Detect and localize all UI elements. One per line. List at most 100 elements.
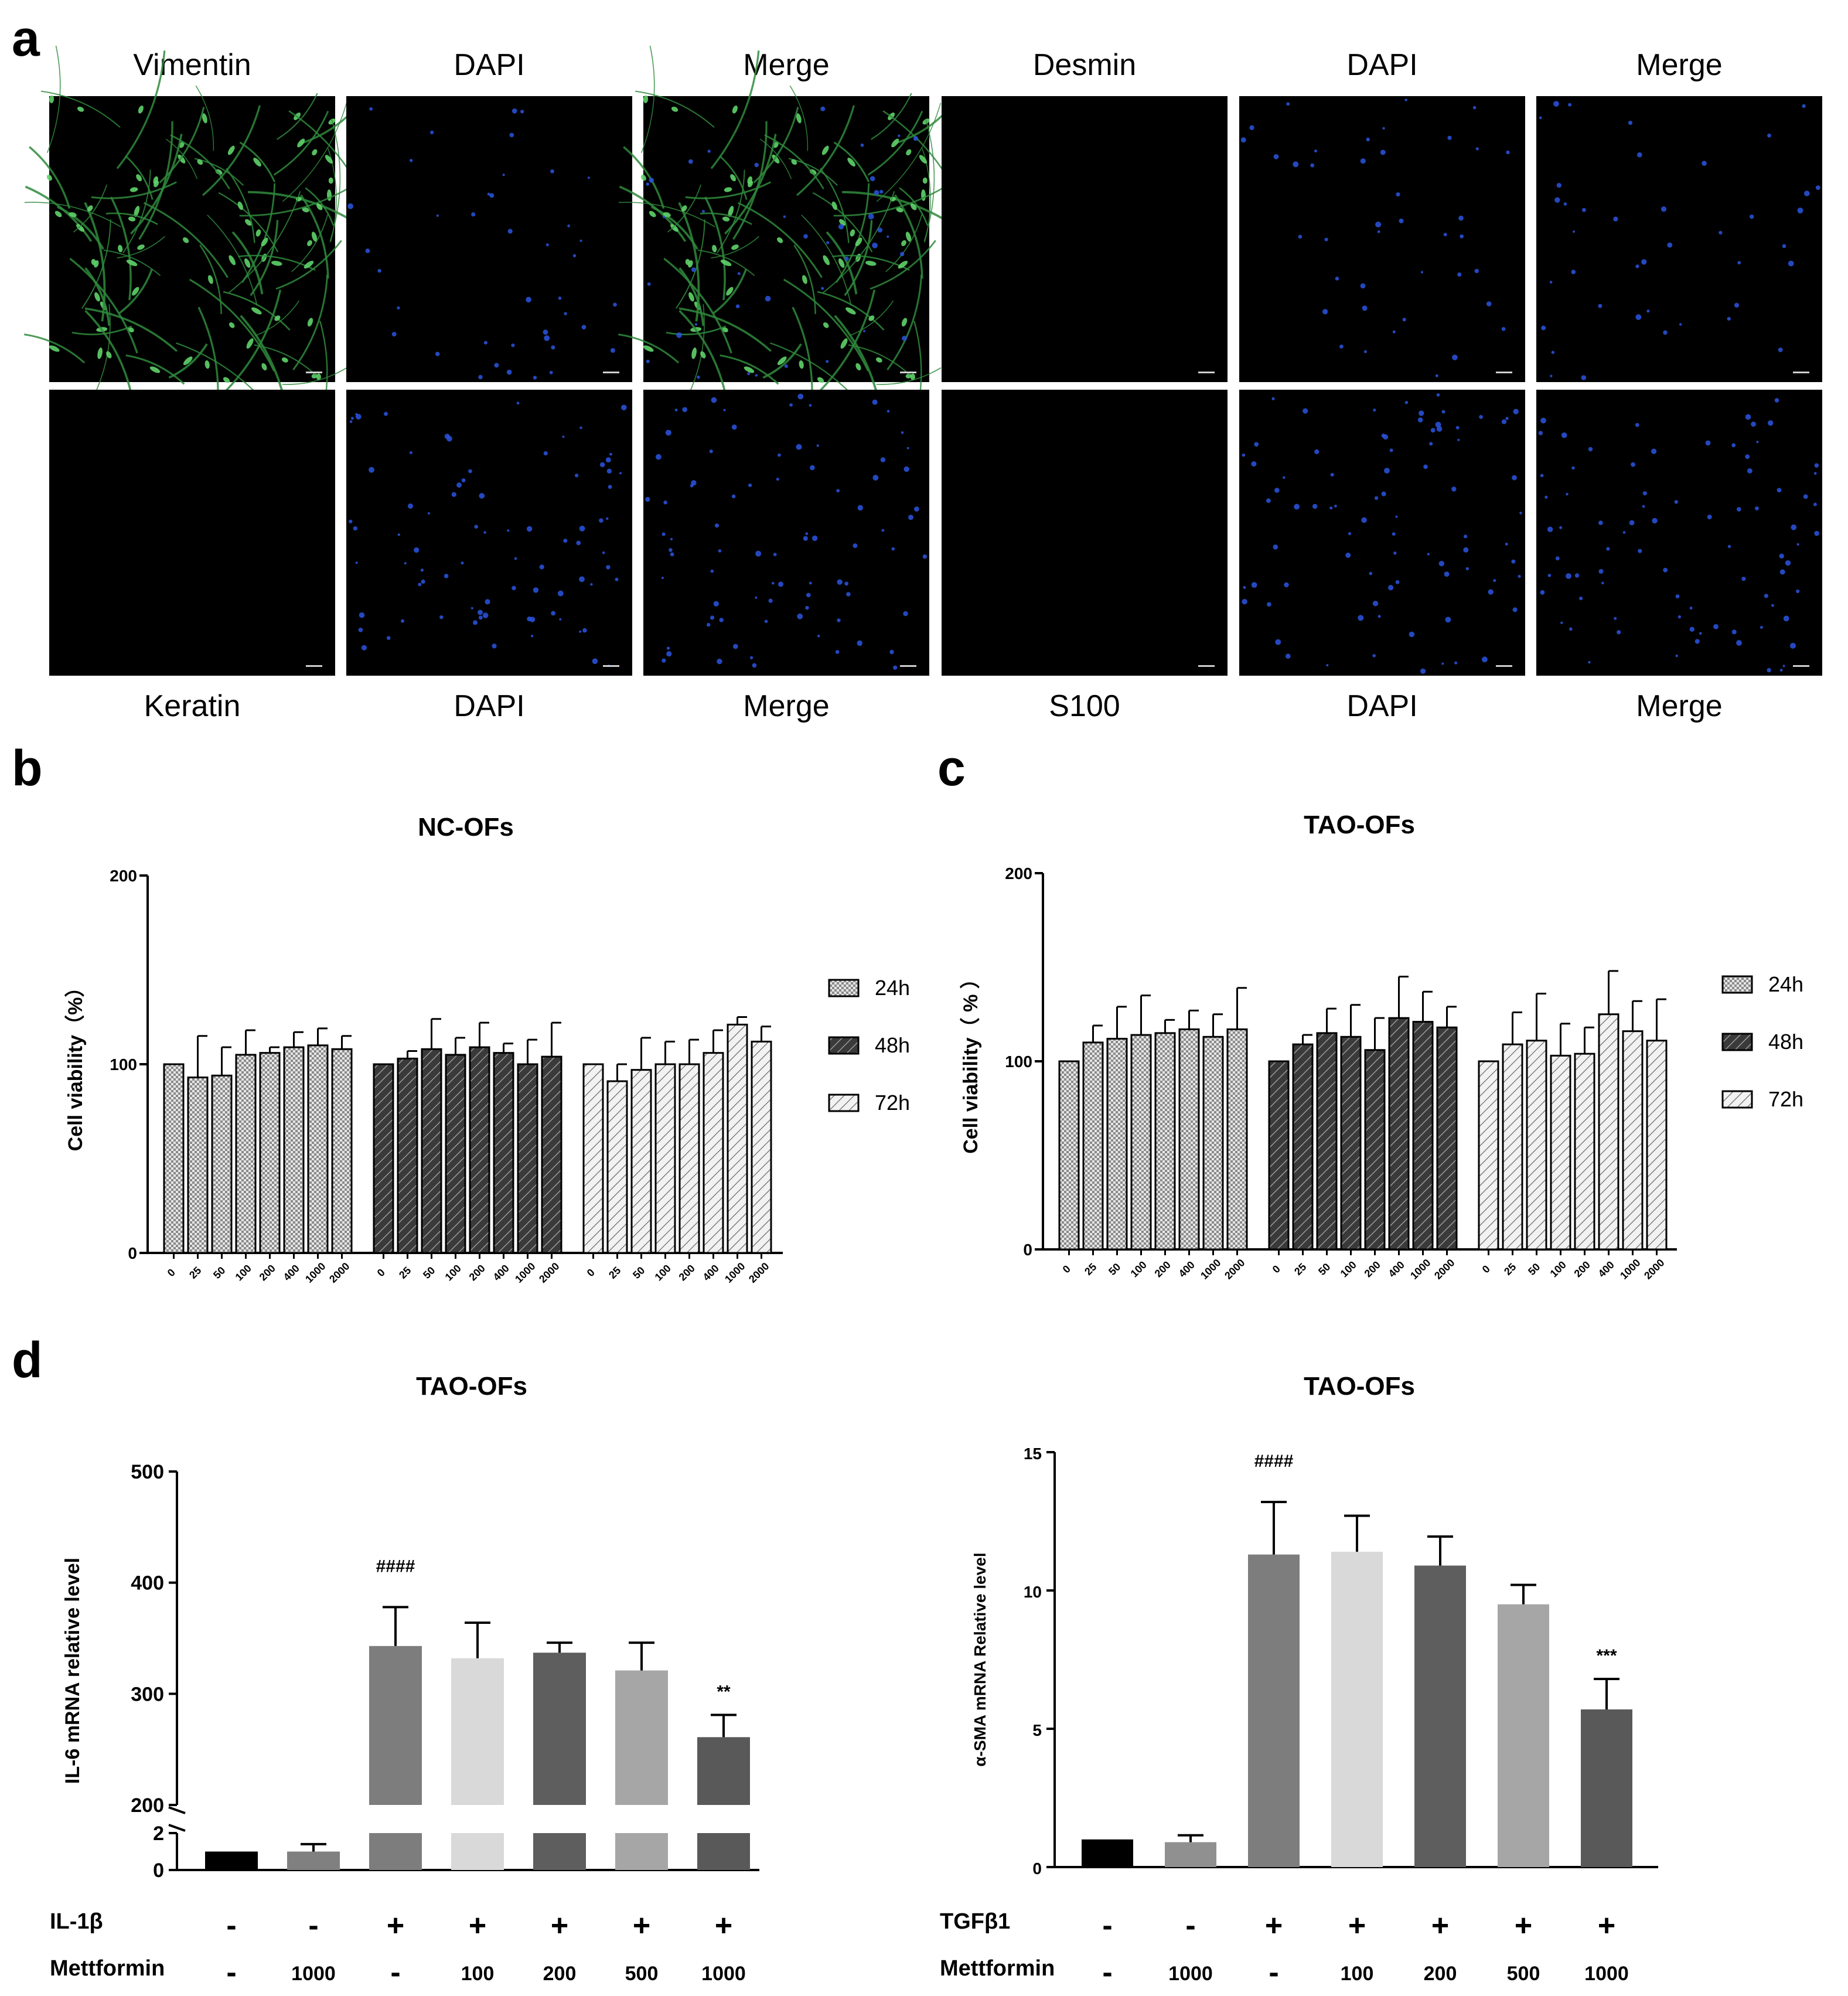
nucleus-dot — [877, 227, 883, 233]
bar-24h — [307, 1044, 329, 1254]
image-label-bottom: DAPI — [454, 689, 524, 723]
x-tick-label: 2000 — [746, 1261, 771, 1285]
nucleus-dot — [1505, 417, 1509, 420]
cell-body — [328, 177, 333, 184]
nucleus-dot — [587, 176, 590, 179]
nucleus-dot — [1637, 152, 1642, 158]
bar — [1082, 1839, 1133, 1867]
nucleus-dot — [1574, 573, 1580, 578]
nucleus-dot — [1813, 472, 1817, 475]
nucleus-dot — [1382, 127, 1385, 130]
nucleus-dot — [812, 535, 818, 541]
x-tick-label: 1000 — [1408, 1257, 1433, 1282]
x-tick-label: 1000 — [513, 1261, 537, 1285]
cell-body — [855, 363, 861, 371]
nucleus-dot — [1392, 330, 1396, 333]
nucleus-dot — [772, 581, 775, 585]
nucleus-dot — [906, 447, 909, 449]
nucleus-dot — [1559, 526, 1563, 529]
x-tick-label: 2000 — [327, 1261, 352, 1285]
nucleus-dot — [723, 408, 726, 411]
nucleus-dot — [1566, 492, 1569, 496]
cell-body — [649, 210, 656, 217]
nucleus-dot — [1641, 259, 1647, 265]
x-tick-label: 200 — [257, 1262, 278, 1283]
nucleus-dot — [1731, 443, 1736, 448]
panel-letter-b: b — [12, 740, 43, 796]
nucleus-dot — [857, 640, 862, 646]
bar-72h — [1550, 1054, 1571, 1251]
nucleus-dot — [527, 616, 532, 622]
bar-48h — [493, 1052, 514, 1254]
cell-body — [802, 275, 807, 284]
nucleus-dot — [1369, 571, 1373, 575]
nucleus-dot — [922, 554, 928, 559]
nucleus-dot — [1790, 642, 1796, 649]
nucleus-dot — [444, 434, 450, 440]
condition-value: 1000 — [1584, 1963, 1629, 1985]
nucleus-dot — [1547, 574, 1552, 577]
nucleus-dot — [1750, 214, 1754, 219]
condition-value: + — [1348, 1909, 1366, 1943]
bottom-image-labels: Keratin DAPI Merge S100 DAPI Merge — [144, 689, 1723, 723]
nucleus-dot — [377, 268, 381, 273]
bar-72h — [1622, 1030, 1644, 1251]
chart-title: TAO-OFs — [416, 1372, 527, 1401]
nucleus-dot — [857, 505, 864, 511]
nucleus-dot — [805, 532, 809, 536]
bar-24h — [1082, 1041, 1104, 1251]
nucleus-dot — [1326, 664, 1329, 667]
cell-body — [207, 275, 213, 284]
nucleus-dot — [479, 493, 485, 499]
nucleus-dot — [1399, 219, 1404, 223]
bar-24h — [1058, 1060, 1080, 1251]
fibroblast-cell — [282, 367, 347, 385]
fibroblast-cell — [685, 181, 771, 199]
nucleus-dot — [1635, 314, 1642, 321]
fibroblast-cell — [640, 45, 655, 153]
nucleus-dot — [543, 451, 548, 456]
x-tick-label: 100 — [1128, 1259, 1149, 1279]
tile-background — [942, 390, 1228, 676]
nucleus-dot — [662, 532, 666, 536]
nucleus-dot — [551, 345, 555, 350]
nucleus-dot — [749, 656, 753, 660]
x-tick-label: 50 — [1106, 1261, 1123, 1278]
image-label-bottom: Merge — [743, 689, 829, 723]
nucleus-dot — [1314, 449, 1319, 455]
nucleus-dot — [809, 581, 812, 585]
nucleus-dot — [719, 618, 724, 622]
fibroblast-cell — [719, 155, 748, 200]
bar-72h — [727, 1023, 748, 1254]
nucleus-dot — [609, 452, 612, 456]
tile-background — [346, 96, 632, 382]
fibroblast-cell — [305, 187, 335, 226]
nucleus-dot — [872, 475, 879, 481]
fibroblast-cell — [195, 85, 214, 151]
chart-il6-mrna: TAO-OFs 0 2 200 300 400 500 IL-6 mRNA relative … — [50, 1372, 759, 1990]
cell-body — [831, 201, 837, 210]
nucleus-dot — [1556, 183, 1561, 188]
tile-background — [1536, 96, 1822, 382]
nucleus-dot — [1606, 547, 1610, 551]
cell-body — [905, 231, 912, 242]
y-tick-label: 400 — [131, 1572, 164, 1595]
nucleus-dot — [1628, 121, 1633, 125]
nucleus-dot — [478, 374, 483, 380]
nucleus-dot — [1699, 632, 1702, 635]
nucleus-dot — [816, 444, 819, 447]
nucleus-dot — [1286, 653, 1291, 659]
nucleus-dot — [805, 606, 809, 610]
fibroblast-cell — [849, 300, 894, 336]
nucleus-dot — [674, 408, 678, 412]
nucleus-dot — [1727, 544, 1731, 549]
nucleus-dot — [1251, 582, 1257, 588]
cell-body — [76, 224, 84, 232]
fibroblast-cell — [764, 134, 824, 190]
scale-bar — [900, 372, 916, 373]
bar-48h — [1316, 1032, 1338, 1251]
fibroblast-cell — [103, 249, 161, 276]
nucleus-dot — [487, 192, 490, 196]
bar-24h — [235, 1054, 257, 1254]
condition-value: - — [1185, 1909, 1195, 1943]
